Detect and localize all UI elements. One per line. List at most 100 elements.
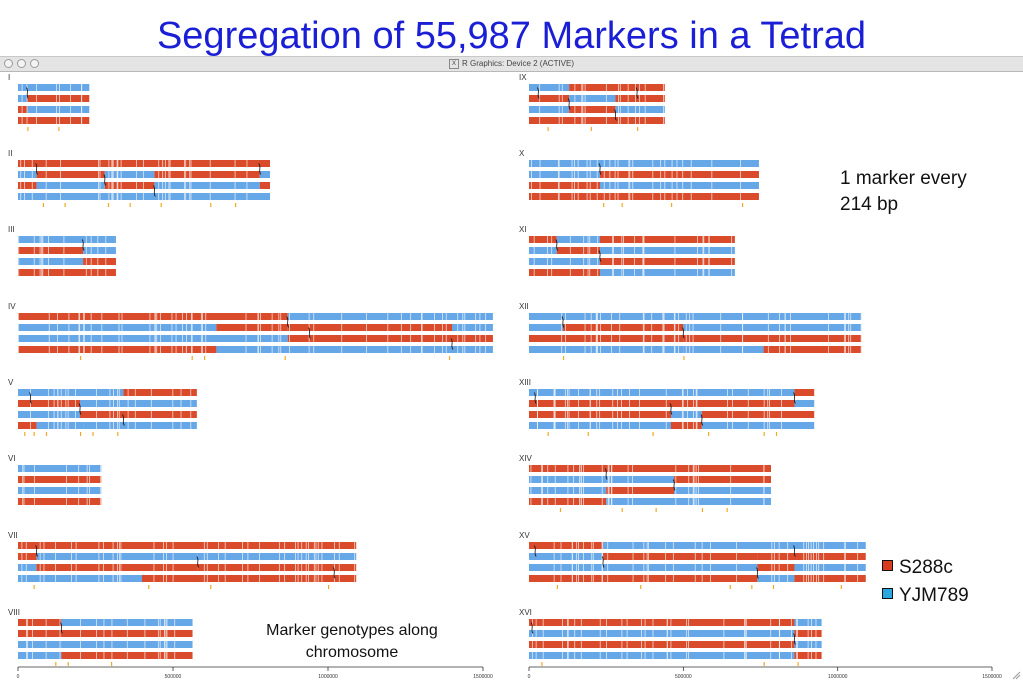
marker-gap	[693, 389, 694, 429]
genotype-segment	[701, 411, 815, 418]
marker-gap	[582, 542, 584, 582]
window-close-button[interactable]	[4, 59, 13, 68]
marker-gap	[599, 619, 601, 659]
marker-gap	[85, 236, 87, 276]
marker-gap	[730, 465, 732, 505]
marker-gap	[184, 160, 186, 200]
crossover-line	[536, 87, 540, 99]
marker-gap	[796, 619, 798, 659]
genotype-segment	[18, 324, 217, 331]
marker-gap	[695, 389, 697, 429]
marker-gap	[574, 160, 575, 200]
marker-gap	[18, 236, 20, 276]
legend-item-yjm789: YJM789	[882, 585, 969, 607]
marker-gap	[79, 619, 81, 659]
marker-gap	[572, 542, 573, 582]
marker-gap	[554, 389, 555, 429]
marker-gap	[603, 160, 605, 200]
genotype-segment	[529, 652, 795, 659]
genotype-segment	[18, 411, 80, 418]
marker-gap	[126, 619, 128, 659]
genotype-segment	[529, 465, 771, 472]
marker-gap	[45, 619, 47, 659]
marker-gap	[583, 236, 585, 276]
marker-gap	[159, 619, 161, 659]
marker-gap	[601, 542, 603, 582]
conversion-tick	[58, 127, 60, 131]
marker-gap	[78, 465, 80, 505]
marker-gap	[564, 389, 566, 429]
marker-gap	[642, 313, 644, 353]
conversion-tick	[111, 662, 113, 666]
genotype-segment	[27, 106, 90, 113]
legend-swatch-yjm789	[882, 588, 893, 600]
chromosome-label: X	[519, 149, 525, 158]
marker-gap	[162, 160, 164, 200]
marker-gap	[779, 313, 780, 353]
marker-gap	[333, 542, 335, 582]
marker-gap	[366, 313, 367, 353]
marker-gap	[163, 542, 164, 582]
marker-gap	[203, 542, 205, 582]
marker-gap	[172, 542, 174, 582]
conversion-tick	[603, 203, 605, 207]
marker-gap	[101, 465, 102, 505]
marker-gap	[260, 313, 261, 353]
marker-gap	[43, 542, 45, 582]
marker-gap	[644, 619, 646, 659]
genotype-segment	[18, 236, 116, 243]
marker-gap	[670, 619, 672, 659]
marker-gap	[807, 619, 809, 659]
marker-gap	[100, 465, 102, 505]
marker-gap	[55, 542, 56, 582]
window-minimize-button[interactable]	[17, 59, 26, 68]
crossover-line	[533, 545, 537, 557]
resize-grip-icon[interactable]	[1012, 671, 1021, 680]
marker-gap	[105, 236, 107, 276]
crossover-line	[681, 327, 685, 339]
marker-gap	[818, 542, 820, 582]
genotype-segment	[599, 258, 735, 265]
genotype-segment	[794, 389, 815, 396]
genotype-segment	[569, 106, 616, 113]
marker-gap	[611, 465, 612, 505]
marker-gap	[533, 236, 535, 276]
genotype-segment	[18, 542, 357, 549]
density-line-1: 1 marker every	[840, 168, 967, 189]
marker-gap	[109, 389, 111, 429]
marker-gap	[692, 465, 694, 505]
marker-gap	[149, 313, 151, 353]
marker-gap	[848, 313, 850, 353]
crossover-line	[530, 622, 534, 634]
marker-gap	[577, 160, 579, 200]
marker-gap	[190, 160, 192, 200]
marker-gap	[553, 542, 555, 582]
genotype-segment	[757, 575, 795, 582]
marker-gap	[571, 160, 573, 200]
window-zoom-button[interactable]	[30, 59, 39, 68]
marker-gap	[574, 84, 576, 124]
marker-gap	[643, 236, 645, 276]
marker-gap	[98, 160, 99, 200]
marker-gap	[313, 313, 315, 353]
marker-gap	[690, 160, 692, 200]
marker-gap	[736, 542, 738, 582]
density-annotation: 1 marker every 214 bp	[840, 166, 1010, 218]
marker-gap	[632, 542, 634, 582]
marker-gap	[83, 313, 85, 353]
marker-gap	[660, 160, 662, 200]
marker-gap	[90, 313, 92, 353]
genotype-segment	[529, 193, 759, 200]
conversion-tick	[763, 432, 765, 436]
marker-gap	[614, 160, 616, 200]
crossover-line	[258, 163, 262, 175]
genotype-segment	[18, 106, 28, 113]
marker-gap	[596, 313, 598, 353]
marker-gap	[644, 84, 646, 124]
genotype-segment	[18, 619, 62, 626]
genotype-segment	[18, 247, 84, 254]
marker-gap	[567, 389, 569, 429]
marker-gap	[576, 542, 578, 582]
marker-gap	[696, 389, 698, 429]
genotype-segment	[569, 84, 665, 91]
